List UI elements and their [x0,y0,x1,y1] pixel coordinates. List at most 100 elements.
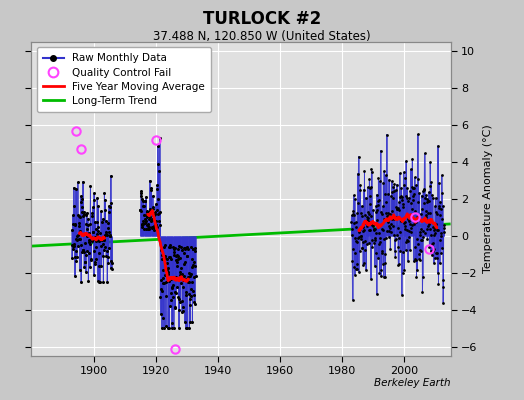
Point [69,212,77,218]
Point [428,195,436,202]
Point [143,209,151,215]
Point [420,187,429,194]
Point [81,252,90,258]
Point [381,274,390,281]
Point [165,278,173,284]
Point [385,222,393,229]
Point [107,265,115,271]
Point [189,262,197,268]
Point [89,229,97,235]
Point [177,247,185,254]
Point [374,198,382,205]
Point [106,172,115,179]
Point [413,267,421,274]
Point [376,178,384,184]
Point [436,236,444,243]
Point [90,196,98,203]
Point [364,215,372,221]
Point [73,179,82,186]
Point [105,228,114,235]
Point [438,172,446,178]
Point [407,166,415,172]
Point [411,256,419,262]
Point [395,199,403,206]
Point [381,251,389,258]
Point [424,223,432,230]
Point [432,211,441,217]
Point [179,261,188,268]
Point [409,196,417,203]
Point [421,208,430,214]
Point [440,222,449,228]
Point [97,262,105,269]
Point [104,225,113,231]
Point [182,325,190,332]
Point [172,252,181,259]
Point [384,191,392,197]
Point [398,292,406,298]
Point [151,222,159,228]
Point [368,244,377,250]
Point [428,192,436,198]
Y-axis label: Temperature Anomaly (°C): Temperature Anomaly (°C) [483,125,493,273]
Point [410,191,418,197]
Point [427,248,435,254]
Point [154,161,162,167]
Point [350,212,358,218]
Point [420,200,428,206]
Point [397,218,406,224]
Point [185,273,194,280]
Point [155,210,163,216]
Point [353,265,362,272]
Point [82,268,90,275]
Point [393,232,401,239]
Point [438,245,446,251]
Point [416,232,424,238]
Point [176,299,184,306]
Point [400,267,409,274]
Point [368,222,376,228]
Point [397,217,405,224]
Point [357,209,365,216]
Point [418,237,426,243]
Point [71,221,80,227]
Point [100,190,108,196]
Point [437,230,445,236]
Point [396,194,405,200]
Point [145,224,153,231]
Point [72,258,81,264]
Point [363,184,372,191]
Point [99,216,107,222]
Point [395,207,403,213]
Point [159,280,168,286]
Point [419,188,428,194]
Point [143,208,151,214]
Point [137,192,145,199]
Point [428,241,436,248]
Point [83,248,91,254]
Point [360,260,368,266]
Point [90,272,98,278]
Point [367,213,375,220]
Point [141,218,150,224]
Point [389,188,398,194]
Point [88,209,96,216]
Point [156,208,164,215]
Point [348,296,357,303]
Point [359,228,368,234]
Point [95,238,103,244]
Point [75,213,84,220]
Point [352,219,360,226]
Point [433,270,442,276]
Point [97,234,106,241]
Point [407,228,416,235]
Point [430,225,439,232]
Point [357,233,365,239]
Point [71,236,80,242]
Point [78,208,86,215]
Point [392,206,401,212]
Point [189,246,198,252]
Point [402,158,410,164]
Point [161,253,170,259]
Point [149,205,157,212]
